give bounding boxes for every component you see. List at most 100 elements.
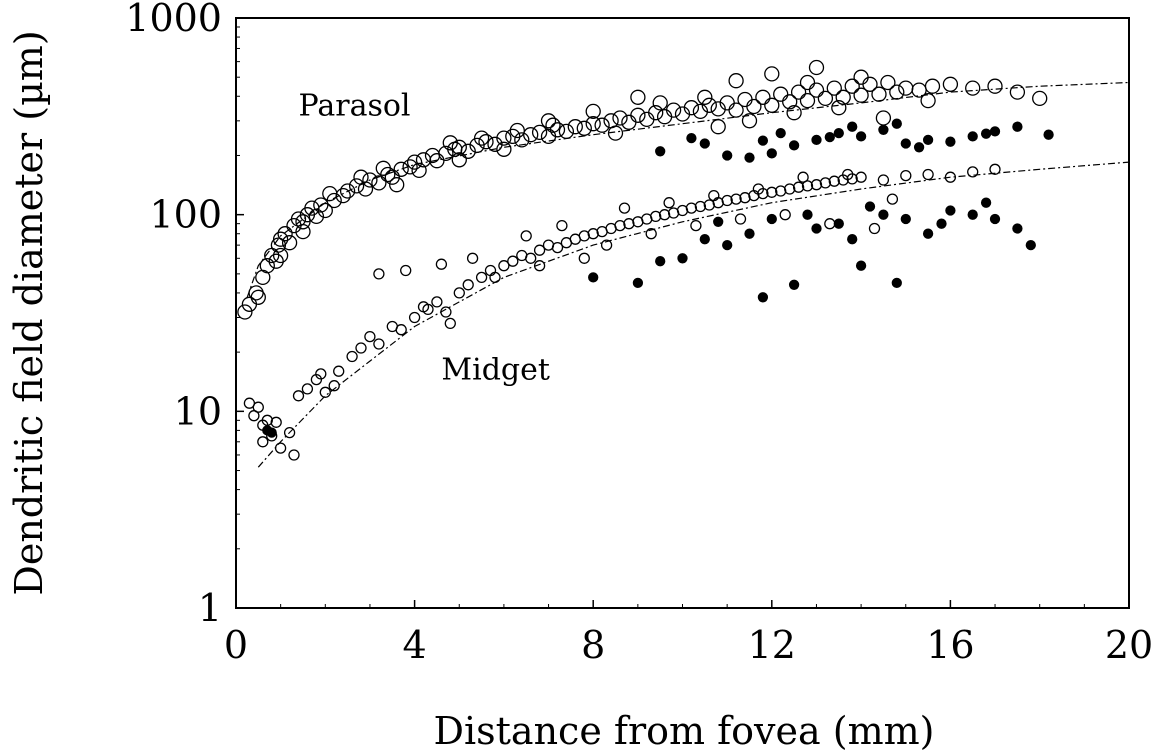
data-point-s0-104 — [545, 117, 561, 133]
data-point-s0-70 — [746, 98, 762, 115]
data-point-s2-9 — [301, 383, 314, 395]
data-point-s0-103 — [509, 122, 525, 139]
data-point-s1-21 — [913, 142, 925, 153]
data-point-s0-109 — [786, 105, 802, 121]
data-point-s3-10 — [788, 279, 800, 290]
data-point-s2-7 — [283, 426, 296, 439]
data-point-s0-23 — [348, 178, 365, 194]
data-point-s0-87 — [898, 80, 914, 96]
axis-ticks — [235, 17, 1130, 609]
data-point-s2-23 — [453, 287, 465, 299]
data-point-s0-123 — [451, 152, 467, 168]
data-point-s3-25 — [802, 209, 813, 220]
data-point-s0-68 — [728, 102, 744, 118]
x-tick-label-8: 8 — [581, 623, 605, 667]
data-point-s1-14 — [989, 126, 1001, 137]
y-tick-label-1: 1 — [198, 586, 222, 630]
data-point-s0-89 — [924, 78, 941, 94]
tick-labels: 0 4 8 12 16 20 1 10 100 1000 — [125, 0, 1153, 667]
data-point-s0-22 — [339, 183, 356, 199]
data-point-s1-22 — [980, 128, 992, 139]
data-point-s2-99 — [328, 380, 340, 392]
data-point-s0-25 — [362, 172, 378, 188]
data-point-s0-30 — [402, 159, 418, 175]
data-point-s0-121 — [540, 113, 557, 129]
data-point-s2-82 — [708, 189, 720, 202]
data-point-s0-120 — [585, 103, 601, 120]
data-point-s2-12 — [333, 365, 345, 377]
data-point-s3-27 — [936, 218, 947, 229]
data-point-s3-22 — [1025, 239, 1036, 251]
data-point-s1-18 — [775, 127, 786, 139]
data-point-s0-51 — [576, 120, 592, 136]
data-point-s2-31 — [533, 244, 546, 256]
data-point-s2-81 — [663, 197, 675, 209]
data-point-s0-26 — [371, 175, 387, 191]
data-point-s0-11 — [281, 235, 298, 251]
data-point-s3-9 — [766, 213, 777, 225]
data-point-s2-98 — [417, 301, 430, 313]
data-point-s0-111 — [875, 110, 892, 126]
data-point-s3-26 — [847, 234, 858, 245]
data-point-s0-95 — [272, 247, 289, 264]
data-point-s0-114 — [764, 66, 780, 82]
data-point-s3-20 — [989, 213, 1001, 225]
data-point-s0-93 — [1009, 84, 1026, 100]
data-point-s0-115 — [808, 59, 825, 76]
data-point-s2-6 — [274, 442, 287, 454]
data-point-s1-11 — [922, 134, 934, 146]
data-point-s0-80 — [835, 89, 851, 105]
data-point-s2-77 — [466, 252, 479, 264]
data-point-s0-106 — [652, 95, 668, 111]
data-point-s2-94 — [578, 252, 590, 264]
data-point-s3-29 — [980, 197, 992, 208]
data-point-s2-80 — [618, 202, 631, 214]
data-point-s2-16 — [373, 338, 385, 350]
data-point-s2-71 — [944, 171, 957, 183]
data-point-s0-46 — [531, 124, 548, 141]
data-point-s0-73 — [773, 86, 789, 102]
data-point-s2-62 — [810, 179, 823, 191]
data-point-s2-67 — [855, 171, 867, 183]
data-point-s0-86 — [889, 84, 905, 100]
data-point-s3-16 — [900, 213, 911, 225]
data-point-s0-124 — [389, 177, 405, 193]
data-point-s2-101 — [243, 397, 256, 409]
data-point-s0-59 — [648, 105, 664, 121]
data-point-s0-57 — [630, 107, 646, 123]
data-point-s2-87 — [645, 228, 657, 240]
data-point-s0-81 — [844, 78, 860, 94]
x-tick-label-12: 12 — [748, 623, 796, 667]
data-point-s3-17 — [922, 228, 934, 239]
data-point-s1-20 — [891, 118, 902, 129]
data-point-s0-79 — [826, 80, 842, 96]
data-point-s3-13 — [855, 260, 867, 271]
x-axis-title: Distance from fovea (mm) — [434, 709, 935, 753]
data-points — [237, 59, 1054, 461]
data-point-s0-18 — [313, 197, 329, 213]
data-point-s0-98 — [353, 169, 369, 185]
data-point-s2-19 — [408, 311, 421, 324]
data-point-s2-85 — [842, 168, 854, 181]
data-point-s2-103 — [288, 449, 300, 461]
data-point-s1-1 — [699, 138, 710, 149]
data-point-s0-84 — [871, 86, 887, 102]
data-point-s0-5 — [259, 258, 275, 274]
data-point-s0-118 — [853, 69, 869, 85]
data-point-s2-25 — [475, 271, 488, 284]
data-point-s2-14 — [355, 342, 367, 354]
data-point-s2-72 — [967, 166, 979, 178]
data-point-s2-95 — [533, 260, 546, 272]
data-point-s2-57 — [766, 186, 778, 198]
data-point-s0-94 — [1032, 90, 1048, 107]
data-point-s1-17 — [686, 132, 697, 144]
data-point-s2-8 — [292, 390, 305, 402]
data-point-s0-49 — [558, 123, 575, 140]
data-point-s2-61 — [801, 180, 814, 192]
data-point-s3-24 — [713, 216, 724, 227]
data-point-s3-11 — [811, 223, 822, 234]
data-point-s0-40 — [478, 134, 494, 150]
data-point-s0-9 — [272, 231, 289, 247]
data-point-s0-112 — [920, 92, 936, 109]
